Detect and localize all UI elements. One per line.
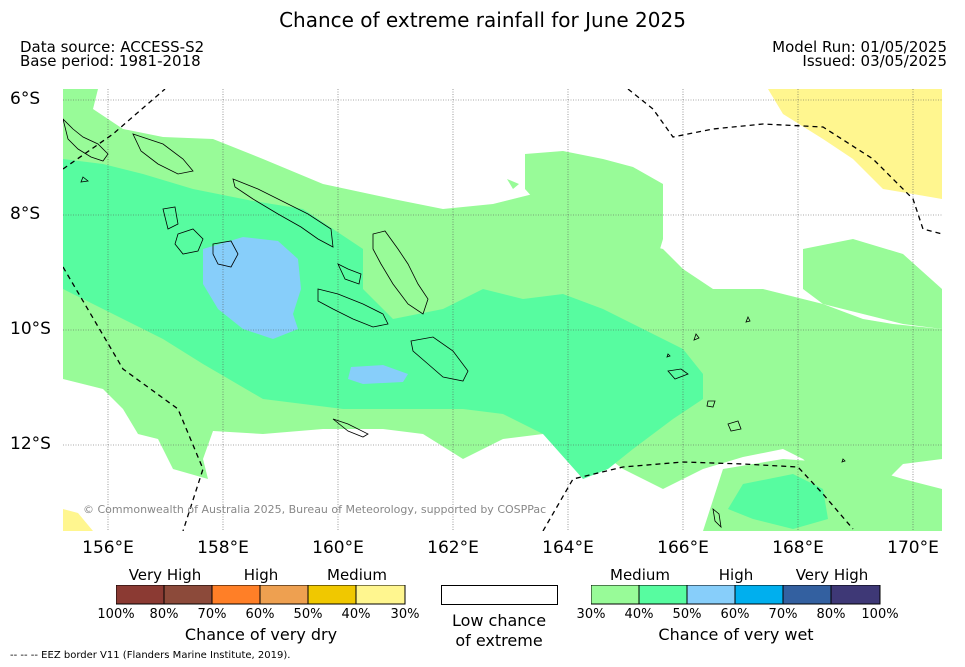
grid-lines [63, 89, 942, 531]
lat-label-12s: 12°S [10, 434, 51, 454]
wet-swatch-30-40 [591, 585, 640, 605]
lon-label-168e: 168°E [772, 538, 824, 558]
wet-category-high: High [718, 566, 754, 584]
wet-swatch-50-60 [686, 585, 736, 605]
eez-borders [63, 89, 942, 531]
wet-tick: 60% [720, 607, 750, 622]
wet-swatch-70-80 [782, 585, 832, 605]
lon-label-158e: 158°E [197, 538, 249, 558]
medium-dry-region [768, 89, 942, 199]
island-coastlines [63, 118, 846, 529]
medium-wet-teal-region [728, 474, 828, 529]
wet-category-very-high: Very High [795, 566, 869, 584]
dry-tick: 100% [97, 607, 135, 622]
low-chance-label: Low chance of extreme [452, 611, 546, 651]
low-chance-line1: Low chance [451, 611, 547, 630]
dry-tick: 70% [197, 607, 227, 622]
dry-colorbar-caption: Chance of very dry [184, 625, 338, 644]
wet-tick: 30% [576, 607, 606, 622]
wet-swatch-40-50 [638, 585, 688, 605]
model-run-text: Model Run: 01/05/2025 [772, 38, 947, 56]
medium-wet-region [507, 179, 519, 189]
rainfall-map [63, 89, 942, 531]
high-wet-region [203, 237, 301, 339]
wet-swatch-80-100 [830, 585, 881, 605]
dry-tick: 30% [390, 607, 420, 622]
wet-tick: 70% [768, 607, 798, 622]
medium-dry-region [63, 509, 93, 531]
low-chance-swatch [441, 585, 558, 605]
wet-colorbar [591, 585, 881, 605]
dry-tick: 40% [341, 607, 371, 622]
dry-swatch-80-70 [163, 585, 213, 605]
data-source-text: Data source: ACCESS-S2 [20, 38, 205, 56]
lon-label-162e: 162°E [427, 538, 479, 558]
medium-wet-region [525, 151, 663, 294]
dry-swatch-100-80 [116, 585, 165, 605]
dry-swatch-60-50 [259, 585, 309, 605]
dry-colorbar [116, 585, 406, 605]
wet-tick: 100% [861, 607, 899, 622]
wet-tick: 50% [672, 607, 702, 622]
lat-label-6s: 6°S [10, 89, 41, 109]
issued-text: Issued: 03/05/2025 [802, 52, 947, 70]
medium-wet-region [803, 239, 942, 329]
dry-swatch-40-30 [355, 585, 406, 605]
base-period-text: Base period: 1981-2018 [20, 52, 201, 70]
dry-category-very-high: Very High [128, 566, 202, 584]
lon-label-170e: 170°E [887, 538, 939, 558]
dry-tick: 60% [245, 607, 275, 622]
dry-category-medium: Medium [327, 566, 387, 584]
dry-category-high: High [243, 566, 279, 584]
copyright-text: © Commonwealth of Australia 2025, Bureau… [83, 503, 547, 516]
wet-tick: 40% [624, 607, 654, 622]
wet-category-medium: Medium [610, 566, 670, 584]
lat-label-10s: 10°S [10, 319, 51, 339]
low-chance-line2: of extreme [455, 631, 543, 650]
high-wet-region [348, 365, 408, 384]
lon-label-156e: 156°E [82, 538, 134, 558]
lat-label-8s: 8°S [10, 204, 41, 224]
lon-label-160e: 160°E [312, 538, 364, 558]
wet-colorbar-caption: Chance of very wet [658, 625, 814, 644]
dry-swatch-70-60 [211, 585, 261, 605]
lon-label-164e: 164°E [542, 538, 594, 558]
dry-tick: 50% [293, 607, 323, 622]
lon-label-166e: 166°E [657, 538, 709, 558]
dry-tick: 80% [149, 607, 179, 622]
chart-title: Chance of extreme rainfall for June 2025 [279, 8, 686, 32]
eez-footnote: -- -- -- EEZ border V11 (Flanders Marine… [10, 650, 291, 661]
dry-swatch-50-40 [307, 585, 357, 605]
wet-tick: 80% [816, 607, 846, 622]
wet-swatch-60-70 [734, 585, 784, 605]
